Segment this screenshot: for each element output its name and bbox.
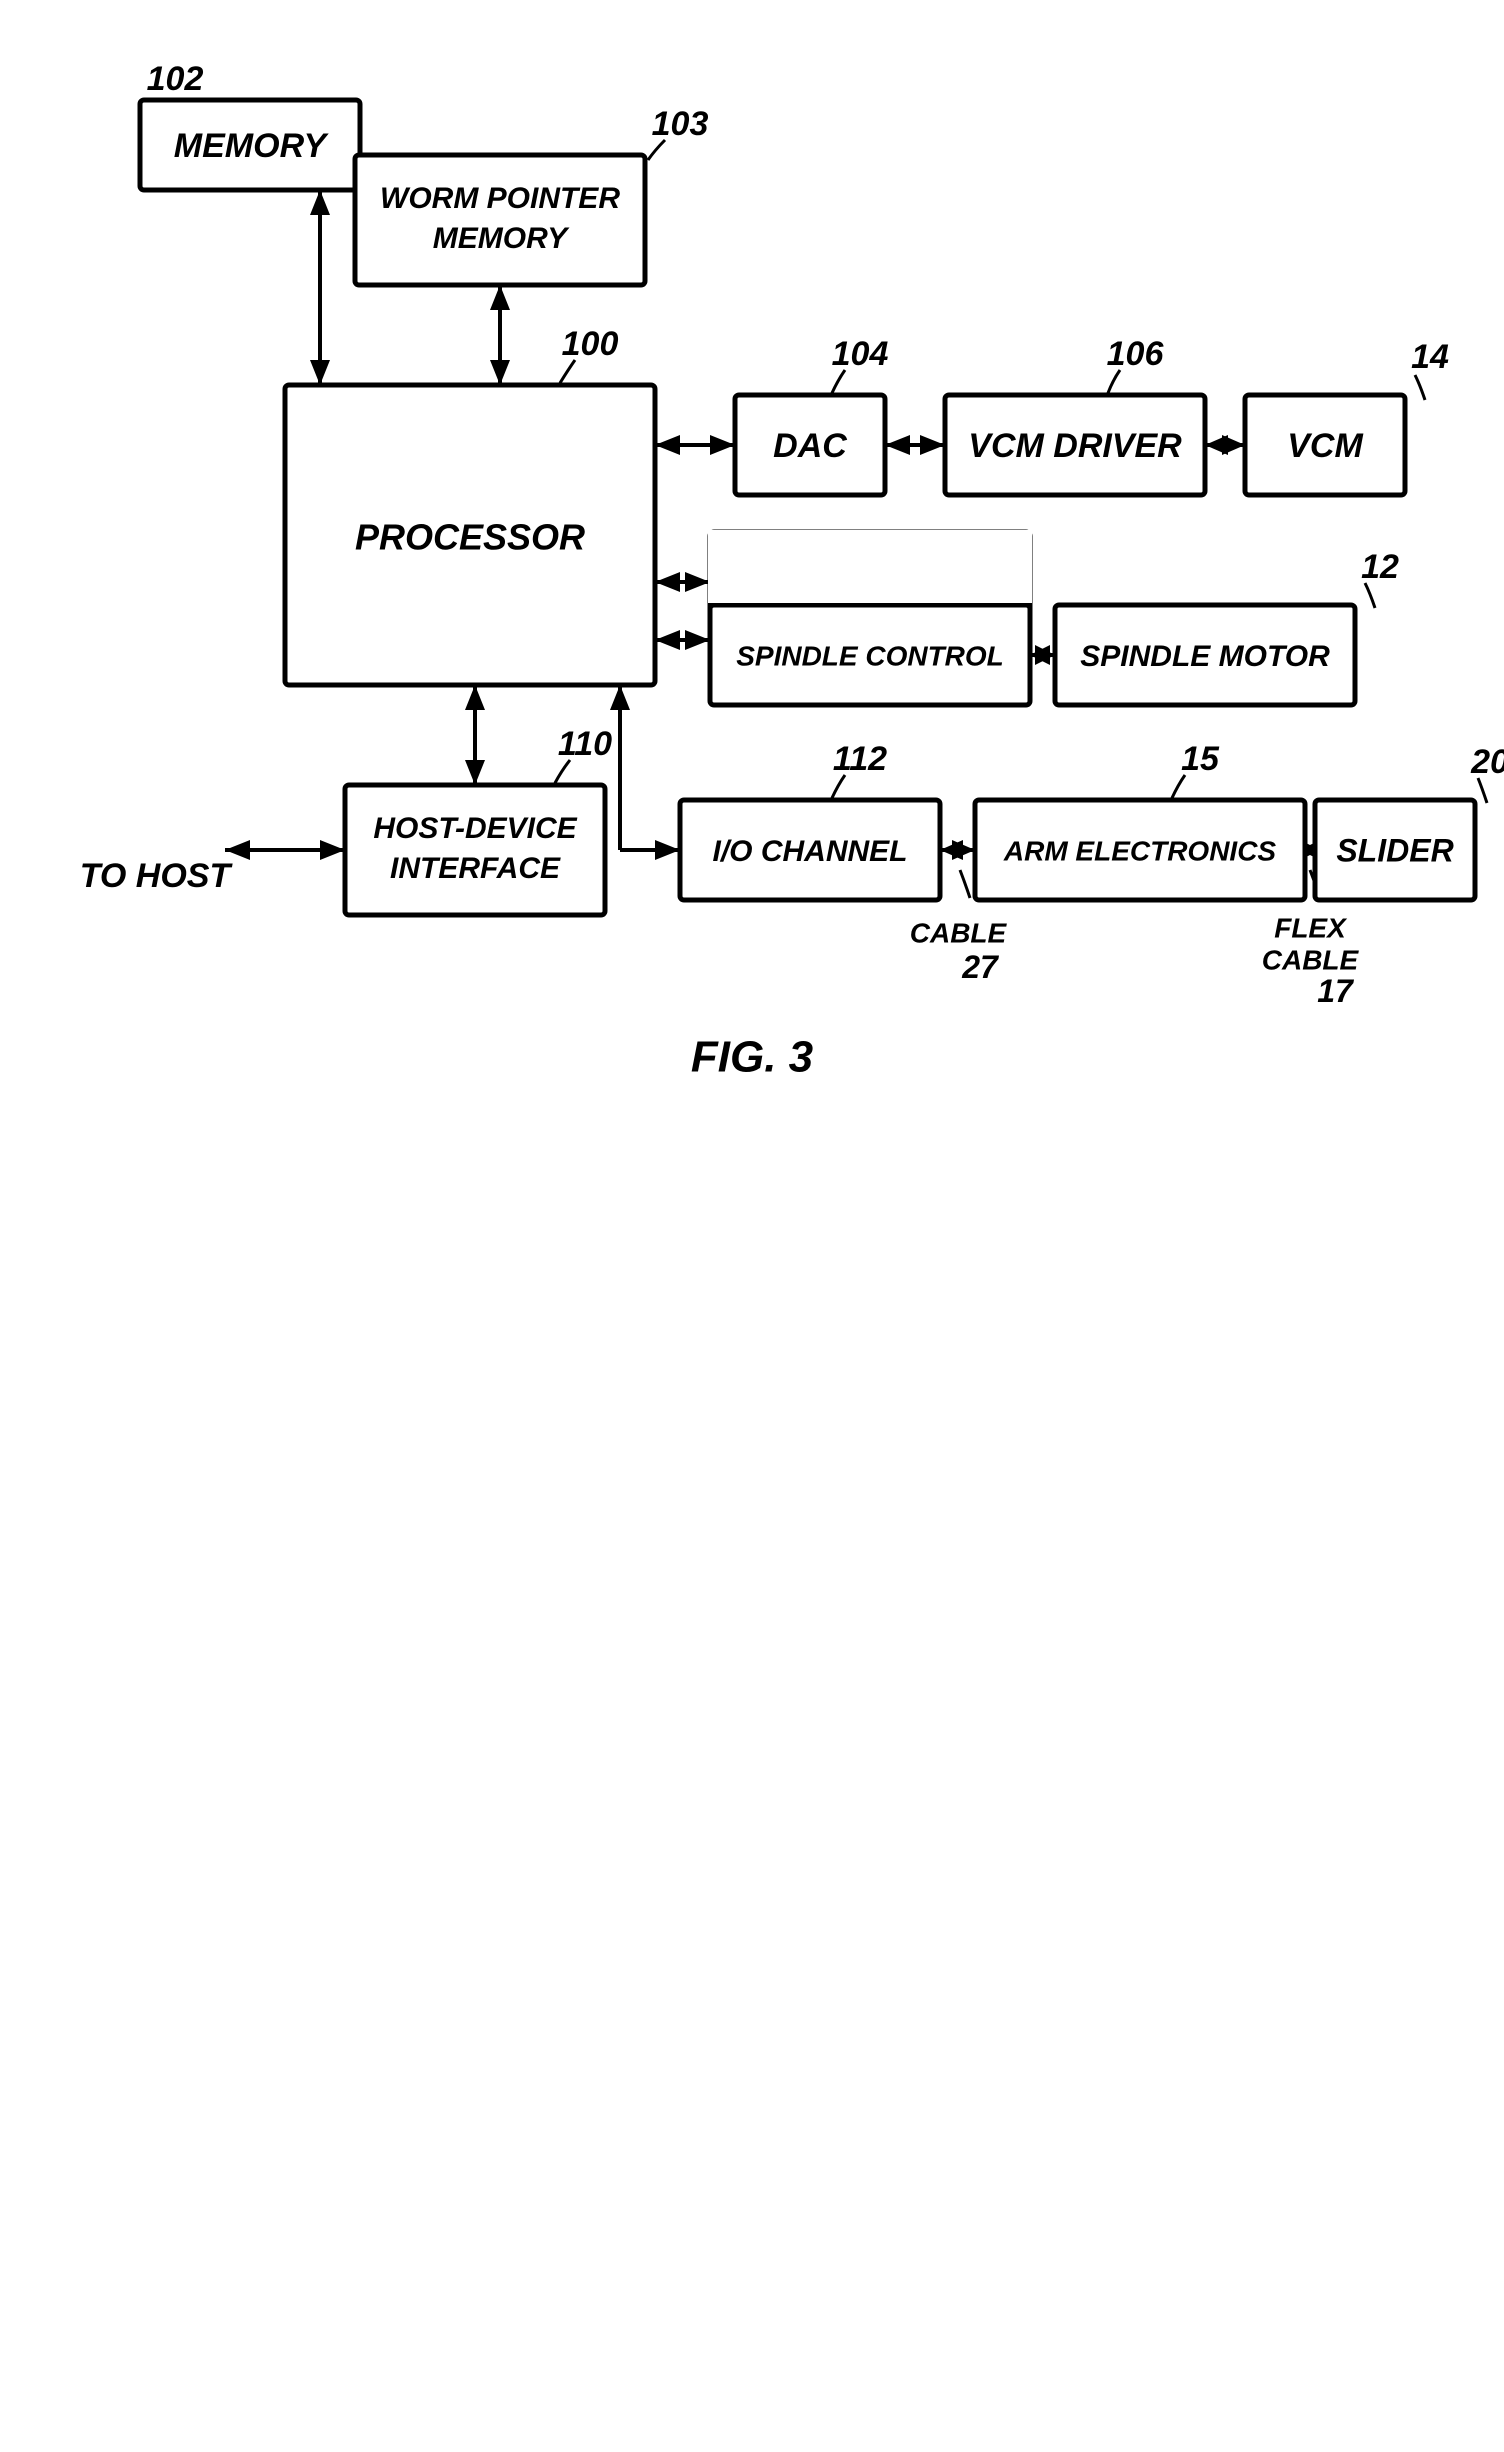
leader-110 [555,760,570,783]
node-vcm-driver: VCM DRIVER 106 [945,335,1205,495]
edge-processor-iochannel [610,685,680,860]
edge-spindlectrl-spindlemotor [1030,645,1055,665]
label-host-if-1: HOST-DEVICE [373,812,577,845]
ref-dac: 104 [832,335,889,373]
edge-worm-processor [490,285,510,385]
edge-dac-vcmdriver [885,435,945,455]
node-spindle-motor: SPINDLE MOTOR 12 [1055,548,1399,705]
label-worm-pointer-1: WORM POINTER [380,182,620,215]
label-to-host: TO HOST [80,857,234,895]
label-flex-cable: CABLE [1262,944,1360,975]
edge-processor-dac [655,435,735,455]
node-dac: DAC 104 [735,335,888,495]
label-processor: PROCESSOR [355,517,585,558]
ref-cable: 27 [961,949,1000,985]
leader-15 [1172,775,1185,798]
label-worm-pointer-2: MEMORY [433,222,570,255]
label-flex: FLEX [1274,912,1348,943]
node-processor: PROCESSOR 100 [285,325,655,685]
node-io-channel: I/O CHANNEL 112 [680,740,940,900]
ref-flex-cable: 17 [1317,973,1355,1009]
figure-caption: FIG. 3 [691,1033,813,1082]
ref-vcm: 14 [1411,338,1449,376]
block-diagram: MEMORY 102 WORM POINTER MEMORY 103 PROCE… [0,0,1504,1100]
label-host-if-2: INTERFACE [390,852,561,885]
ref-arm-electronics: 15 [1181,740,1220,778]
label-dac: DAC [773,427,847,465]
leader-103 [648,140,665,160]
edge-memory-processor [310,190,330,385]
edge-iochannel-armelec [940,840,975,860]
ref-host-if: 110 [558,725,612,763]
leader-112 [832,775,845,798]
label-arm-electronics: ARM ELECTRONICS [1003,835,1277,866]
node-arm-electronics: ARM ELECTRONICS 15 [975,740,1305,900]
label-spindle-control-text: SPINDLE CONTROL [736,640,1004,671]
leader-100 [560,360,575,383]
ref-vcm-driver: 106 [1107,335,1165,373]
ref-memory: 102 [147,60,204,98]
ref-spindle-motor: 12 [1361,548,1399,586]
edge-processor-hostif [465,685,485,785]
ref-worm-pointer: 103 [652,105,709,143]
leader-12 [1365,583,1375,608]
node-worm-pointer-memory: WORM POINTER MEMORY 103 [355,105,708,285]
label-spindle-motor: SPINDLE MOTOR [1080,640,1330,673]
leader-106 [1108,370,1120,393]
ref-io-channel: 112 [833,740,887,778]
leader-20 [1478,778,1487,803]
ref-slider: 20 [1470,743,1504,781]
ref-processor: 100 [562,325,619,363]
leader-104 [832,370,845,393]
edge-vcmdriver-vcm [1205,435,1245,455]
leader-27 [960,870,970,898]
label-cable: CABLE [910,917,1008,948]
edge-processor-spindlectrl-2 [655,630,710,650]
label-io-channel: I/O CHANNEL [713,835,908,868]
label-memory: MEMORY [174,127,330,165]
node-memory: MEMORY 102 [140,60,360,190]
leader-14 [1415,375,1425,400]
node-slider: SLIDER 20 [1315,743,1504,900]
node-host-device-interface: HOST-DEVICE INTERFACE 110 [345,725,612,915]
label-vcm-driver: VCM DRIVER [968,427,1182,465]
node-vcm: VCM 14 [1245,338,1449,495]
label-vcm: VCM [1287,427,1363,465]
edge-processor-spindlectrl [655,572,710,592]
edge-hostif-host [225,840,345,860]
label-slider: SLIDER [1336,832,1453,868]
